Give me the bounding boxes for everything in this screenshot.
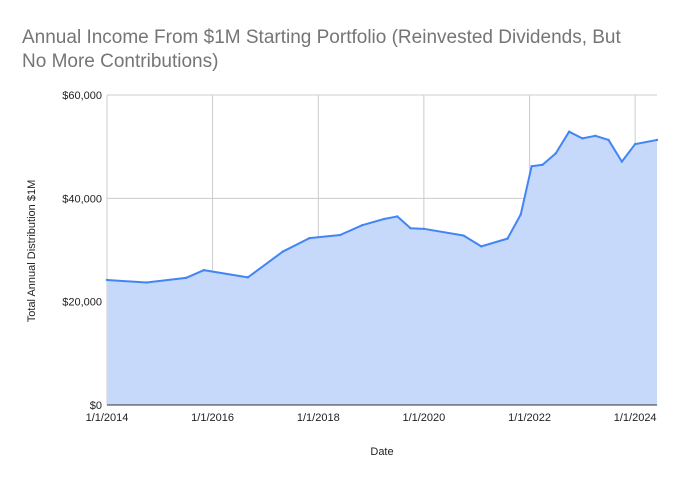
data-point (541, 163, 544, 166)
y-tick-labels: $0 $20,000 $40,000 $60,000 (62, 90, 102, 412)
data-point (361, 224, 364, 227)
x-tick-label: 1/1/2022 (508, 412, 551, 424)
data-point (105, 278, 109, 282)
x-tick-label: 1/1/2014 (86, 412, 129, 424)
series-area-fill (107, 131, 657, 405)
data-point (202, 268, 205, 272)
x-tick-labels: 1/1/2014 1/1/2016 1/1/2018 1/1/2020 1/1/2022… (86, 412, 657, 424)
y-tick-label: $60,000 (62, 90, 102, 102)
data-point (506, 237, 509, 240)
data-point (246, 276, 250, 279)
data-point (567, 130, 571, 133)
data-point (145, 281, 148, 284)
data-point (338, 233, 342, 237)
data-point (530, 165, 533, 168)
y-axis-title: Total Annual Distribution $1M (26, 180, 38, 322)
x-tick-label: 1/1/2024 (614, 412, 657, 424)
data-point (409, 227, 412, 230)
data-point (382, 217, 386, 221)
data-point (655, 138, 659, 142)
x-tick-label: 1/1/2016 (191, 412, 234, 424)
data-point (594, 134, 597, 138)
data-point (462, 234, 465, 237)
chart-title-line-1: Annual Income From $1M Starting Portfoli… (22, 27, 621, 48)
data-point (581, 137, 584, 140)
data-point (554, 152, 557, 155)
data-point (308, 236, 311, 240)
y-tick-label: $40,000 (62, 193, 102, 205)
chart-title-line-2: No More Contributions) (22, 51, 218, 72)
data-point (396, 215, 399, 218)
data-point (519, 213, 522, 216)
data-point (281, 250, 285, 253)
x-tick-label: 1/1/2020 (402, 412, 445, 424)
data-point (607, 138, 610, 142)
data-point (620, 160, 624, 163)
chart-title: Annual Income From $1M Starting Portfoli… (22, 27, 621, 72)
area-layer (105, 130, 659, 405)
y-tick-label: $0 (90, 400, 102, 412)
y-tick-label: $20,000 (62, 297, 102, 309)
x-axis-title: Date (370, 446, 393, 458)
data-point (184, 276, 188, 280)
data-point (480, 245, 483, 248)
data-point (633, 142, 637, 146)
x-tick-label: 1/1/2018 (297, 412, 340, 424)
data-point (422, 227, 426, 231)
